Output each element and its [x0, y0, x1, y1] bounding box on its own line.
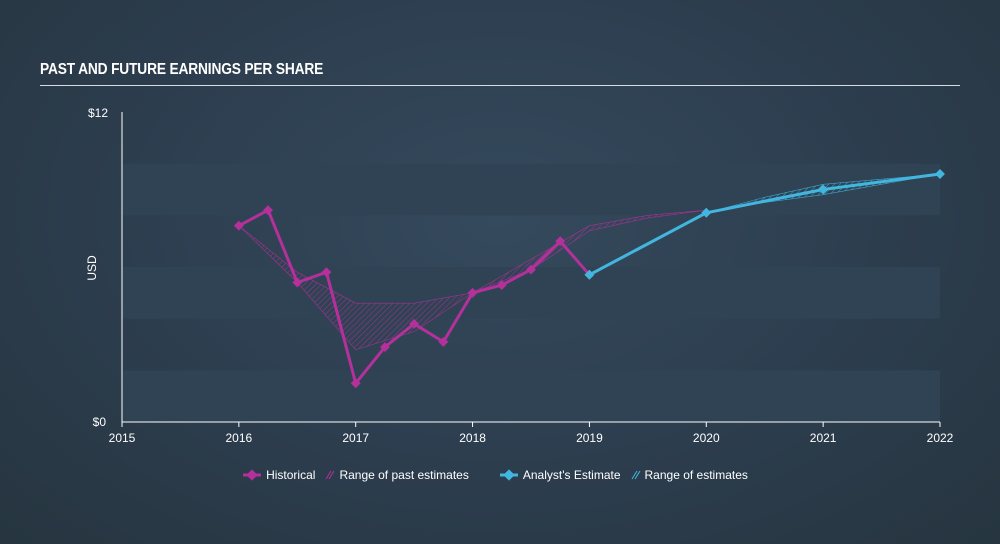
legend-item-past-range[interactable]: Range of past estimates [325, 468, 469, 482]
legend-group-past: Historical Range of past estimates [242, 468, 479, 482]
past-range-legend-icon [326, 470, 335, 480]
y-tick-label-max: $12 [88, 106, 108, 120]
x-tick-label: 2018 [459, 431, 486, 445]
historical-point[interactable] [409, 318, 420, 329]
historical-point[interactable] [321, 267, 332, 278]
historical-point[interactable] [263, 205, 274, 216]
axes [121, 112, 940, 423]
analyst-estimate-point[interactable] [818, 184, 829, 195]
x-tick-label: 2019 [576, 431, 603, 445]
estimate-legend-icon [499, 469, 518, 481]
legend-item-historical[interactable]: Historical [242, 468, 315, 482]
y-tick-label-min: $0 [93, 415, 107, 429]
x-tick-label: 2015 [109, 431, 136, 445]
background-band [122, 370, 940, 422]
legend-group-future: Analyst's Estimate Range of estimates [499, 468, 758, 482]
series-markers [233, 169, 945, 389]
chart-title: PAST AND FUTURE EARNINGS PER SHARE [40, 61, 324, 78]
historical-point[interactable] [555, 236, 566, 247]
analyst-estimate-point[interactable] [584, 269, 595, 280]
historical-point[interactable] [438, 336, 449, 347]
y-axis-label: USD [85, 255, 99, 281]
x-tick-label: 2017 [342, 431, 369, 445]
x-tick-label: 2021 [810, 431, 837, 445]
x-tick-label: 2022 [927, 431, 954, 445]
x-tick-label: 2016 [226, 431, 253, 445]
legend-item-estimate-range[interactable]: Range of estimates [631, 468, 748, 482]
historical-point[interactable] [526, 264, 536, 275]
x-ticks: 2015 2016 2017 2018 2019 2020 2021 2022 [109, 422, 954, 445]
legend-label-historical: Historical [266, 468, 316, 482]
analyst-estimate-point[interactable] [935, 169, 945, 179]
background-bands [122, 163, 940, 422]
historical-point[interactable] [379, 342, 390, 353]
historical-point[interactable] [233, 220, 244, 231]
historical-legend-icon [243, 469, 262, 481]
historical-point[interactable] [350, 378, 361, 389]
legend-label-estimate-range: Range of estimates [644, 468, 748, 482]
title-divider [40, 85, 960, 86]
x-tick-label: 2020 [693, 431, 720, 445]
background-band [122, 267, 940, 319]
legend-label-past-range: Range of past estimates [339, 468, 469, 482]
legend: Historical Range of past estimates Analy… [0, 468, 1000, 482]
historical-point[interactable] [292, 277, 303, 288]
historical-point[interactable] [496, 280, 507, 291]
estimate-range-legend-icon [631, 470, 640, 480]
legend-label-analyst-estimate: Analyst's Estimate [522, 468, 621, 482]
analyst-estimate-point[interactable] [701, 207, 712, 218]
analyst-estimate-line [587, 172, 942, 277]
legend-item-analyst-estimate[interactable]: Analyst's Estimate [499, 468, 621, 482]
historical-point[interactable] [467, 287, 478, 298]
